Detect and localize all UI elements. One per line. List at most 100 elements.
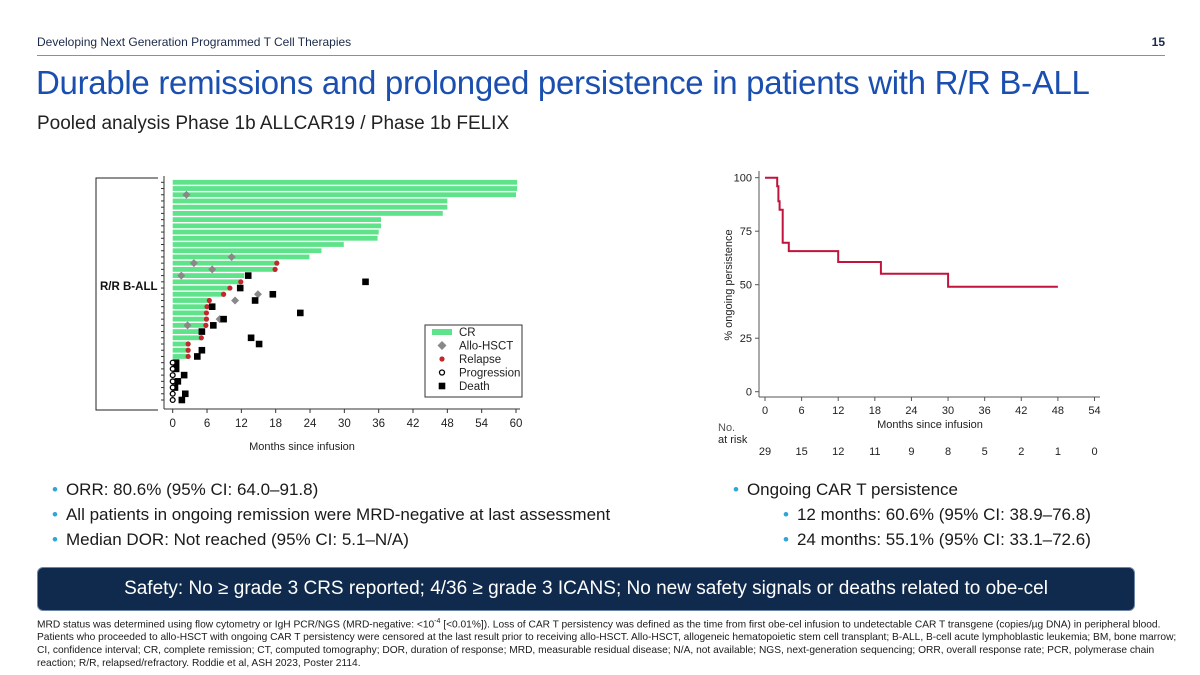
death-marker: [194, 353, 201, 360]
cr-bar: [172, 316, 207, 322]
cr-bar: [172, 329, 202, 334]
bullet-text: ORR: 80.6% (95% CI: 64.0–91.8): [65, 480, 319, 499]
progression-marker: [169, 372, 176, 379]
death-marker: [362, 278, 369, 286]
death-marker: [174, 378, 182, 385]
at-risk-count: 12: [832, 446, 844, 458]
cr-bar: [172, 273, 245, 278]
x-tick-label: 54: [475, 418, 488, 430]
death-marker: [247, 334, 255, 342]
cr-bar: [172, 242, 344, 247]
at-risk-count: 8: [945, 446, 951, 458]
allo-hsct-marker: [182, 190, 191, 199]
legend-label: CR: [459, 327, 476, 339]
legend-death-swatch: [438, 382, 446, 390]
x-tick-label: 24: [905, 405, 917, 417]
progression-marker: [169, 365, 176, 372]
bullet-text: 24 months: 55.1% (95% CI: 33.1–72.6): [796, 530, 1091, 549]
allo-hsct-marker: [177, 271, 186, 280]
cr-bar: [172, 266, 276, 272]
y-tick-label: 100: [734, 173, 752, 185]
death-marker: [208, 303, 216, 310]
group-bracket: [95, 177, 158, 411]
relapse-marker: [203, 316, 210, 322]
death-marker: [220, 315, 227, 323]
cr-bar: [172, 186, 518, 191]
progression-marker: [169, 378, 176, 385]
relapse-marker: [203, 310, 210, 316]
left-bullet: • Median DOR: Not reached (95% CI: 5.1–N/…: [52, 530, 409, 550]
cr-bar: [172, 211, 443, 216]
at-risk-count: 11: [869, 446, 880, 458]
at-risk-count: 9: [908, 446, 914, 458]
x-axis-label: Months since infusion: [249, 441, 355, 453]
relapse-marker: [206, 297, 212, 304]
allo-hsct-marker: [183, 321, 192, 330]
cr-bar: [172, 229, 379, 235]
x-tick-label: 48: [441, 418, 454, 430]
legend-label: Allo-HSCT: [459, 341, 513, 353]
cr-bar: [172, 291, 224, 297]
death-marker: [198, 346, 206, 354]
left-bullet: • All patients in ongoing remission were …: [52, 505, 610, 525]
x-tick-label: 48: [1052, 405, 1064, 417]
at-risk-count: 2: [1018, 446, 1024, 458]
y-axis-label: % ongoing persistence: [723, 229, 735, 340]
allo-hsct-marker: [189, 259, 198, 268]
header-divider: [37, 55, 1165, 56]
bullet-dot-icon: •: [52, 480, 58, 499]
x-tick-label: 0: [762, 405, 768, 417]
death-marker: [180, 371, 188, 379]
bullet-dot-icon: •: [783, 505, 789, 524]
death-marker: [251, 297, 259, 304]
progression-marker: [169, 359, 176, 366]
risk-table-label: No.: [718, 422, 735, 434]
bullet-text: Median DOR: Not reached (95% CI: 5.1–N/A…: [65, 530, 409, 549]
cr-bar: [172, 279, 241, 285]
cr-bar: [172, 198, 448, 204]
y-tick-label: 0: [746, 387, 752, 399]
swimmer-plot: R/R B-ALL 0 6 12 18 24 30 36 42 48 54 60 Months sinc…: [95, 176, 523, 453]
km-curve: [765, 176, 1058, 288]
cr-bar: [172, 260, 277, 266]
death-marker: [210, 322, 217, 329]
death-marker: [172, 359, 180, 366]
legend-label: Death: [459, 381, 490, 393]
x-tick-label: 36: [979, 405, 991, 417]
x-tick-label: 54: [1088, 405, 1100, 417]
relapse-marker: [185, 347, 191, 353]
cr-bar: [172, 235, 378, 241]
y-tick-label: 50: [740, 280, 752, 292]
relapse-marker: [221, 291, 227, 297]
death-marker: [172, 365, 180, 373]
footnote-text: [<0.01%]). Loss of CAR T persistency was…: [37, 619, 1177, 670]
y-tick-label: 25: [740, 333, 752, 345]
death-marker: [178, 396, 186, 404]
slide-subtitle: Pooled analysis Phase 1b ALLCAR19 / Phas…: [37, 113, 510, 134]
relapse-marker: [272, 266, 278, 272]
x-tick-label: 6: [204, 418, 210, 430]
cr-bar: [172, 254, 310, 260]
x-tick-label: 0: [169, 418, 175, 430]
relapse-marker: [204, 304, 210, 310]
bullet-dot-icon: •: [783, 530, 789, 549]
cr-bar: [172, 248, 322, 254]
x-tick-label: 6: [799, 405, 805, 417]
allo-hsct-marker: [231, 296, 240, 305]
slide-title: Durable remissions and prolonged persist…: [36, 64, 1090, 101]
bullet-dot-icon: •: [52, 505, 58, 524]
legend-label: Relapse: [459, 354, 501, 366]
footnote: MRD status was determined using flow cyt…: [37, 615, 1177, 670]
death-marker: [236, 284, 244, 292]
death-marker: [255, 340, 263, 348]
bullet-text: All patients in ongoing remission were M…: [65, 505, 611, 524]
cr-bar: [172, 285, 230, 291]
x-tick-label: 18: [869, 405, 881, 417]
legend-relapse-swatch: [439, 356, 445, 362]
allo-hsct-marker: [208, 265, 217, 274]
x-axis-label: Months since infusion: [877, 419, 983, 431]
at-risk-count: 5: [982, 446, 988, 458]
footnote-superscript: -4: [434, 618, 441, 625]
legend-label: Progression: [459, 368, 520, 380]
